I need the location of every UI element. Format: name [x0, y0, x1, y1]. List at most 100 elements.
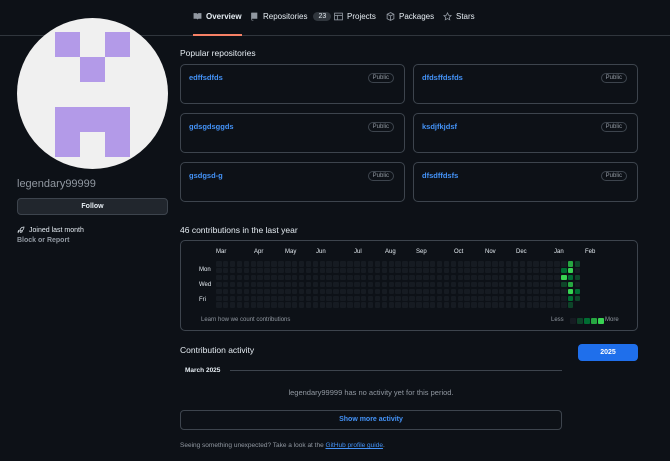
contribution-cell[interactable] — [423, 274, 429, 281]
contribution-cell[interactable] — [554, 302, 560, 308]
contribution-cell[interactable] — [450, 295, 457, 301]
contribution-cell[interactable] — [512, 302, 519, 308]
year-2025-button[interactable]: 2025 — [578, 344, 638, 361]
contribution-cell[interactable] — [450, 302, 457, 308]
contribution-cell[interactable] — [395, 261, 401, 267]
contribution-cell[interactable] — [257, 267, 263, 274]
contribution-cell[interactable] — [367, 288, 374, 295]
contribution-cell[interactable] — [340, 302, 346, 308]
contribution-cell[interactable] — [402, 295, 408, 301]
contribution-cell[interactable] — [312, 274, 319, 281]
contribution-cell[interactable] — [561, 281, 567, 288]
contribution-cell[interactable] — [326, 274, 332, 281]
contribution-cell[interactable] — [229, 274, 236, 281]
contribution-cell[interactable] — [540, 267, 546, 274]
contribution-cell[interactable] — [312, 261, 319, 267]
contribution-cell[interactable] — [443, 295, 450, 301]
contribution-cell[interactable] — [567, 288, 574, 295]
contribution-cell[interactable] — [326, 281, 332, 288]
contribution-cell[interactable] — [526, 295, 532, 301]
contribution-cell[interactable] — [416, 261, 422, 267]
contribution-cell[interactable] — [554, 281, 560, 288]
contribution-cell[interactable] — [457, 274, 463, 281]
contribution-cell[interactable] — [285, 288, 291, 295]
contribution-cell[interactable] — [271, 302, 277, 308]
contribution-cell[interactable] — [347, 302, 353, 308]
contribution-cell[interactable] — [567, 302, 574, 308]
contribution-cell[interactable] — [374, 288, 381, 295]
contribution-cell[interactable] — [505, 295, 512, 301]
contribution-cell[interactable] — [505, 261, 512, 267]
contribution-cell[interactable] — [285, 295, 291, 301]
contribution-cell[interactable] — [388, 281, 394, 288]
contribution-cell[interactable] — [222, 295, 229, 301]
repo-link[interactable]: gsdgsd-g — [189, 171, 223, 180]
contribution-cell[interactable] — [216, 281, 222, 288]
contribution-cell[interactable] — [271, 281, 277, 288]
contribution-cell[interactable] — [278, 302, 284, 308]
contribution-cell[interactable] — [374, 261, 381, 267]
contribution-cell[interactable] — [554, 261, 560, 267]
contribution-cell[interactable] — [278, 261, 284, 267]
contribution-cell[interactable] — [229, 302, 236, 308]
contribution-cell[interactable] — [271, 274, 277, 281]
contribution-cell[interactable] — [354, 281, 360, 288]
contribution-cell[interactable] — [291, 295, 298, 301]
contribution-cell[interactable] — [236, 261, 243, 267]
contribution-cell[interactable] — [471, 295, 477, 301]
contribution-cell[interactable] — [319, 295, 325, 301]
contribution-cell[interactable] — [471, 302, 477, 308]
contribution-cell[interactable] — [243, 288, 250, 295]
contribution-cell[interactable] — [243, 267, 250, 274]
contribution-cell[interactable] — [374, 302, 381, 308]
contribution-cell[interactable] — [388, 267, 394, 274]
contribution-cell[interactable] — [554, 288, 560, 295]
contribution-cell[interactable] — [388, 288, 394, 295]
contribution-cell[interactable] — [298, 288, 305, 295]
contribution-cell[interactable] — [512, 267, 519, 274]
contribution-cell[interactable] — [457, 281, 463, 288]
contribution-cell[interactable] — [478, 267, 484, 274]
contribution-cell[interactable] — [216, 261, 222, 267]
contribution-cell[interactable] — [505, 267, 512, 274]
contribution-cell[interactable] — [457, 302, 463, 308]
contribution-cell[interactable] — [464, 295, 470, 301]
contribution-cell[interactable] — [236, 295, 243, 301]
contribution-cell[interactable] — [367, 295, 374, 301]
contribution-cell[interactable] — [436, 288, 443, 295]
contribution-cell[interactable] — [547, 295, 553, 301]
contribution-cell[interactable] — [471, 281, 477, 288]
contribution-cell[interactable] — [326, 302, 332, 308]
contribution-cell[interactable] — [354, 274, 360, 281]
contribution-cell[interactable] — [340, 288, 346, 295]
contribution-cell[interactable] — [381, 267, 388, 274]
contribution-cell[interactable] — [402, 302, 408, 308]
contribution-cell[interactable] — [298, 267, 305, 274]
contribution-cell[interactable] — [492, 274, 498, 281]
contribution-cell[interactable] — [229, 267, 236, 274]
contribution-cell[interactable] — [326, 267, 332, 274]
contribution-cell[interactable] — [360, 267, 367, 274]
contribution-cell[interactable] — [429, 281, 436, 288]
contribution-cell[interactable] — [429, 261, 436, 267]
contribution-cell[interactable] — [250, 267, 256, 274]
contribution-cell[interactable] — [540, 274, 546, 281]
contribution-cell[interactable] — [547, 261, 553, 267]
contribution-cell[interactable] — [222, 274, 229, 281]
follow-button[interactable]: Follow — [17, 198, 168, 215]
contribution-cell[interactable] — [498, 267, 505, 274]
contribution-cell[interactable] — [416, 302, 422, 308]
contribution-cell[interactable] — [409, 267, 415, 274]
contribution-cell[interactable] — [436, 295, 443, 301]
contribution-cell[interactable] — [395, 288, 401, 295]
contribution-cell[interactable] — [257, 274, 263, 281]
contribution-cell[interactable] — [409, 302, 415, 308]
contribution-cell[interactable] — [222, 267, 229, 274]
contribution-cell[interactable] — [340, 274, 346, 281]
contribution-cell[interactable] — [519, 302, 526, 308]
contribution-cell[interactable] — [285, 261, 291, 267]
contribution-cell[interactable] — [512, 261, 519, 267]
contribution-cell[interactable] — [298, 295, 305, 301]
contribution-cell[interactable] — [216, 295, 222, 301]
contribution-cell[interactable] — [278, 295, 284, 301]
